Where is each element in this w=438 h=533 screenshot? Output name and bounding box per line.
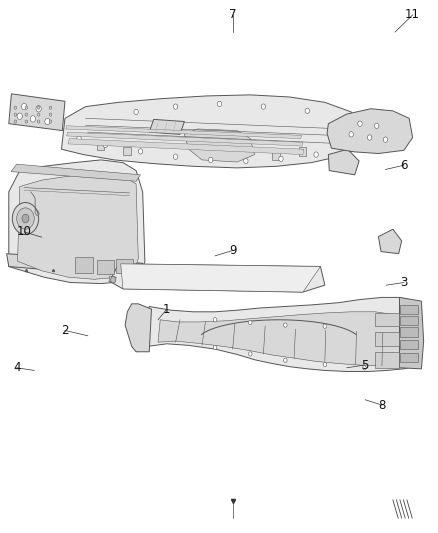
Text: 5: 5: [360, 359, 367, 372]
Polygon shape: [11, 164, 140, 181]
Circle shape: [21, 103, 27, 110]
Circle shape: [138, 149, 142, 154]
Circle shape: [45, 118, 50, 125]
Circle shape: [344, 141, 348, 147]
Polygon shape: [378, 229, 401, 254]
Polygon shape: [68, 139, 303, 155]
Bar: [399, 305, 417, 314]
Circle shape: [17, 113, 22, 119]
Polygon shape: [326, 109, 412, 154]
Circle shape: [173, 104, 177, 109]
Circle shape: [217, 101, 221, 107]
Circle shape: [14, 106, 17, 109]
Circle shape: [37, 120, 40, 123]
Polygon shape: [374, 332, 399, 346]
Polygon shape: [125, 304, 151, 352]
Text: 9: 9: [228, 244, 236, 257]
Circle shape: [261, 104, 265, 109]
Circle shape: [248, 320, 251, 325]
Polygon shape: [7, 254, 145, 278]
Circle shape: [134, 109, 138, 115]
Text: 1: 1: [162, 303, 170, 316]
Bar: [272, 151, 279, 160]
Circle shape: [348, 132, 353, 137]
Circle shape: [213, 318, 216, 322]
Polygon shape: [9, 94, 65, 131]
Circle shape: [14, 120, 17, 123]
Polygon shape: [67, 132, 302, 146]
Polygon shape: [66, 126, 301, 139]
Text: 10: 10: [17, 225, 32, 238]
Circle shape: [12, 203, 39, 235]
Circle shape: [243, 158, 247, 164]
Circle shape: [103, 142, 107, 148]
Circle shape: [25, 120, 28, 123]
Circle shape: [77, 136, 81, 141]
Circle shape: [283, 358, 286, 362]
Circle shape: [362, 366, 365, 370]
Circle shape: [25, 106, 28, 109]
Circle shape: [22, 214, 29, 223]
Polygon shape: [136, 297, 420, 372]
Text: 4: 4: [13, 361, 21, 374]
Bar: [399, 316, 417, 325]
Circle shape: [283, 323, 286, 327]
Circle shape: [37, 113, 40, 116]
Circle shape: [110, 277, 116, 283]
Circle shape: [248, 352, 251, 356]
Circle shape: [37, 106, 40, 109]
Circle shape: [213, 345, 216, 350]
Circle shape: [49, 113, 52, 116]
Polygon shape: [158, 312, 407, 366]
Circle shape: [17, 208, 34, 229]
Polygon shape: [184, 129, 254, 162]
Bar: [123, 147, 131, 155]
Circle shape: [313, 152, 318, 157]
Circle shape: [322, 362, 326, 367]
Polygon shape: [110, 264, 324, 292]
Circle shape: [367, 135, 371, 140]
Circle shape: [304, 108, 309, 114]
Text: 7: 7: [228, 9, 236, 21]
Circle shape: [14, 113, 17, 116]
Polygon shape: [374, 352, 399, 368]
Circle shape: [36, 106, 41, 112]
Text: 3: 3: [399, 276, 406, 289]
Circle shape: [49, 106, 52, 109]
Polygon shape: [18, 173, 138, 279]
Circle shape: [173, 154, 177, 159]
Polygon shape: [61, 95, 361, 168]
Text: 2: 2: [61, 324, 69, 337]
Polygon shape: [374, 313, 399, 326]
Text: 8: 8: [378, 399, 385, 411]
Bar: [96, 144, 104, 150]
Circle shape: [49, 120, 52, 123]
Circle shape: [322, 324, 326, 328]
Circle shape: [208, 157, 212, 163]
Bar: [399, 353, 417, 362]
Circle shape: [30, 116, 35, 122]
Polygon shape: [328, 149, 358, 175]
Text: 6: 6: [399, 159, 407, 172]
Circle shape: [357, 121, 361, 126]
Bar: [298, 147, 306, 156]
Circle shape: [278, 156, 283, 161]
Bar: [116, 259, 133, 273]
Polygon shape: [120, 264, 320, 292]
Circle shape: [382, 137, 387, 142]
Bar: [74, 257, 93, 273]
Text: 11: 11: [404, 9, 419, 21]
Bar: [97, 260, 114, 274]
Circle shape: [374, 123, 378, 128]
Polygon shape: [109, 276, 116, 282]
Polygon shape: [149, 119, 184, 134]
Bar: [399, 340, 417, 349]
Circle shape: [25, 113, 28, 116]
Bar: [399, 327, 417, 337]
Polygon shape: [399, 297, 423, 369]
Polygon shape: [9, 160, 145, 284]
